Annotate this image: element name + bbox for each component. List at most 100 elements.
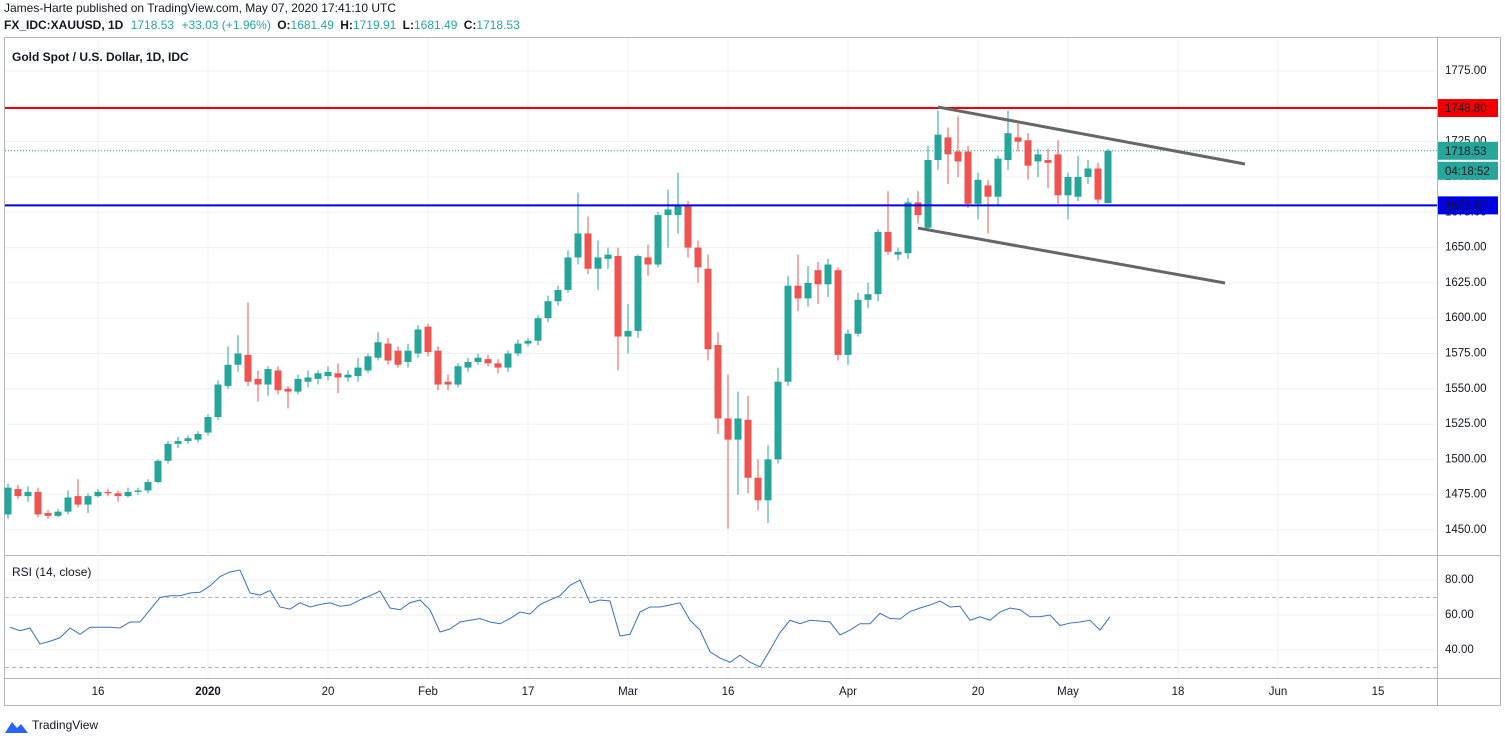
candle-body	[364, 356, 372, 371]
ohlc-label: O:	[277, 18, 290, 32]
candle-body	[934, 134, 942, 161]
ohlc-value: 1718.53	[476, 18, 520, 32]
candle-body	[544, 301, 552, 319]
candle-body	[694, 247, 702, 268]
candle-body	[984, 185, 992, 197]
trendline	[937, 105, 1246, 166]
candle-body	[84, 496, 92, 505]
symbol-line: FX_IDC:XAUUSD, 1D 1718.53 +33.03 (+1.96%…	[4, 18, 520, 32]
candle-body	[234, 353, 242, 365]
candle-body	[214, 384, 222, 418]
candle-body	[854, 299, 862, 334]
candle-body	[114, 493, 122, 497]
last: 1718.53	[131, 18, 175, 32]
candle-body	[1044, 160, 1052, 163]
candle-body	[574, 233, 582, 258]
candle-body	[554, 289, 562, 302]
candle-body	[1054, 154, 1062, 196]
candle-body	[444, 381, 452, 385]
level-label-box	[1438, 99, 1498, 118]
candle-body	[174, 441, 182, 444]
candle-body	[564, 257, 572, 290]
last-price-label-box	[1438, 141, 1498, 160]
ohlc-label: C:	[464, 18, 477, 32]
x-tick-label: 17	[522, 686, 535, 698]
ohlc-value: 1719.91	[353, 18, 397, 32]
candle-body	[524, 340, 532, 344]
candle-body	[834, 270, 842, 355]
candle-body	[494, 363, 502, 368]
candle-body	[44, 513, 52, 516]
x-tick-label: 16	[92, 686, 105, 698]
candle-body	[1014, 137, 1022, 142]
countdown: 04:18:52	[1445, 166, 1490, 178]
axes: 16 2020 20 Feb 17 Mar 16 Apr 20 May 18 Jun 151450.00…	[92, 65, 1498, 698]
candle-body	[1094, 168, 1102, 200]
candle-body	[324, 371, 332, 377]
brand: TradingView	[32, 718, 98, 732]
candle-body	[264, 369, 272, 385]
last-price-label: 1718.53	[1445, 146, 1487, 158]
trendline	[917, 226, 1226, 285]
candle-body	[634, 256, 642, 331]
grid	[5, 38, 1437, 678]
candle-body	[484, 359, 492, 364]
ohlc-value: 1681.49	[291, 18, 335, 32]
y-tick-label: 1475.00	[1445, 489, 1487, 501]
candle-body	[784, 285, 792, 382]
ohlc-label: L:	[403, 18, 414, 32]
candle-body	[134, 490, 142, 492]
candle-body	[1084, 168, 1092, 177]
candle-body	[914, 202, 922, 216]
x-tick-label: 15	[1372, 686, 1385, 698]
candle-body	[924, 160, 932, 228]
candle-body	[874, 232, 882, 295]
candle-body	[94, 491, 102, 497]
candle-body	[614, 256, 622, 337]
candle-body	[474, 357, 482, 362]
candle-body	[764, 459, 772, 501]
candle-body	[194, 433, 202, 440]
candle-body	[274, 370, 282, 391]
y-tick-label: 1500.00	[1445, 453, 1487, 465]
ohlc-value: 1681.49	[414, 18, 458, 32]
candle-body	[34, 491, 42, 515]
candle-body	[504, 353, 512, 368]
candle-body	[334, 373, 342, 378]
y-tick-label: 1450.00	[1445, 524, 1487, 536]
y-tick-label: 80.00	[1445, 574, 1474, 586]
candle-body	[104, 491, 112, 494]
candle-body	[964, 151, 972, 204]
candle-body	[1034, 154, 1042, 162]
candle-body	[624, 330, 632, 337]
level-label: 1679.87	[1445, 200, 1487, 212]
candle-body	[674, 205, 682, 216]
change: +33.03 (+1.96%)	[181, 18, 270, 32]
candle-body	[204, 417, 212, 433]
candle-body	[404, 350, 412, 362]
candle-body	[594, 257, 602, 269]
x-tick-label: 18	[1172, 686, 1185, 698]
y-tick-label: 1775.00	[1445, 65, 1487, 77]
candle-body	[654, 215, 662, 265]
candle-body	[144, 481, 152, 491]
countdown-box	[1438, 161, 1498, 180]
candle-body	[304, 377, 312, 382]
candle-body	[24, 491, 32, 497]
logo-icon	[5, 722, 28, 733]
candle-body	[534, 318, 542, 341]
logo: TradingView	[5, 718, 98, 733]
candle-body	[394, 350, 402, 365]
candle-body	[54, 511, 62, 516]
candle-body	[584, 233, 592, 269]
candle-body	[814, 270, 822, 285]
plot	[4, 105, 1437, 668]
y-tick-label: 60.00	[1445, 609, 1474, 621]
candle-body	[244, 354, 252, 382]
candle-body	[14, 489, 22, 497]
candle-body	[644, 257, 652, 265]
candle-body	[154, 460, 162, 482]
candle-body	[4, 487, 12, 515]
candle-body	[804, 282, 812, 299]
candle-body	[944, 137, 952, 155]
